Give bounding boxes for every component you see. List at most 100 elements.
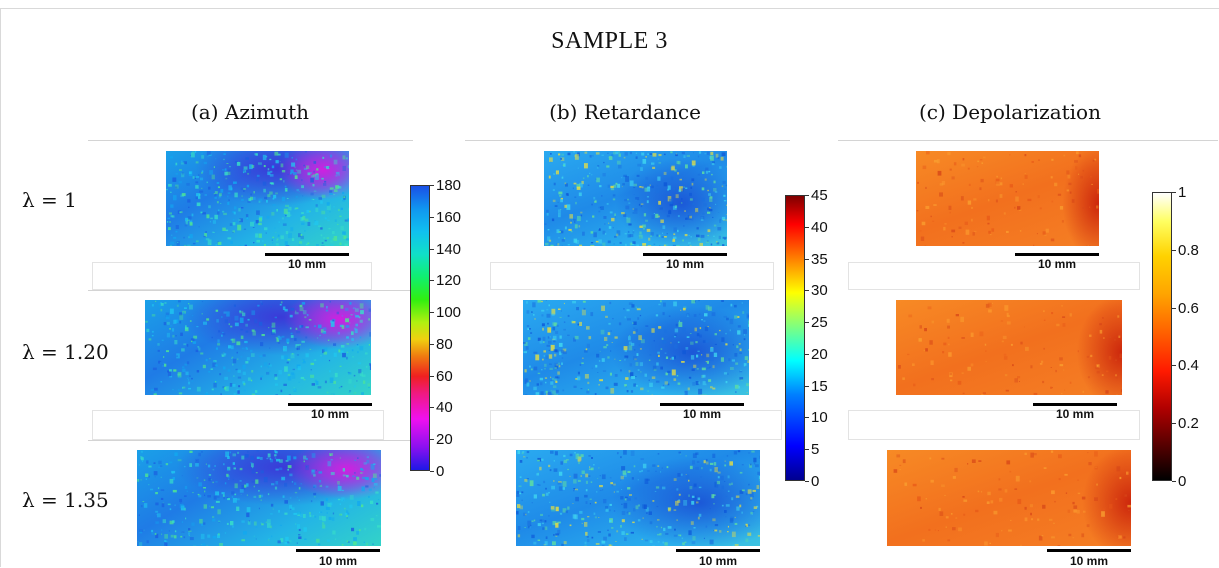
retardance-tick-mark xyxy=(805,481,809,482)
scale-bar xyxy=(1033,403,1117,406)
map-texture xyxy=(523,300,749,395)
depolarization-tick-mark xyxy=(1172,365,1176,366)
azimuth-tick-mark xyxy=(430,185,434,186)
retardance-tick-mark xyxy=(805,195,809,196)
retardance-tick-mark xyxy=(805,290,809,291)
depolarization-map-row1 xyxy=(916,151,1099,246)
figure-title: SAMPLE 3 xyxy=(0,28,1219,55)
depolarization-tick-mark xyxy=(1172,308,1176,309)
retardance-tick-mark xyxy=(805,227,809,228)
scale-bar-label: 10 mm xyxy=(1015,257,1099,271)
depolarization-tick-mark xyxy=(1172,423,1176,424)
scale-bar xyxy=(1047,549,1131,552)
map-texture xyxy=(916,151,1099,246)
depolarization-tick-mark xyxy=(1172,481,1176,482)
azimuth-tick-mark xyxy=(430,280,434,281)
retardance-tick-mark xyxy=(805,449,809,450)
azimuth-map-row1 xyxy=(166,151,349,246)
depolarization-tick-label: 1 xyxy=(1178,185,1186,200)
scale-bar xyxy=(1015,253,1099,256)
retardance-tick-label: 10 xyxy=(811,410,828,425)
azimuth-tick-label: 140 xyxy=(436,242,461,257)
map-texture xyxy=(137,450,381,546)
scale-bar-label: 10 mm xyxy=(1047,554,1131,568)
azimuth-tick-mark xyxy=(430,217,434,218)
azimuth-colorbar xyxy=(410,185,430,471)
retardance-tick-label: 0 xyxy=(811,474,819,489)
retardance-colorbar xyxy=(785,195,805,481)
scale-bar xyxy=(643,253,727,256)
retardance-tick-label: 45 xyxy=(811,188,828,203)
column-title-azimuth: (a) Azimuth xyxy=(120,100,380,124)
depolarization-map-row3 xyxy=(887,450,1131,546)
retardance-map-row3 xyxy=(516,450,760,546)
retardance-map-row1 xyxy=(544,151,727,246)
scale-bar xyxy=(676,549,760,552)
azimuth-map-row2 xyxy=(145,300,371,395)
depolarization-tick-label: 0 xyxy=(1178,474,1186,489)
separator-line xyxy=(88,440,413,441)
azimuth-tick-mark xyxy=(430,344,434,345)
map-texture xyxy=(516,450,760,546)
map-texture xyxy=(145,300,371,395)
azimuth-tick-label: 20 xyxy=(436,432,453,447)
retardance-tick-label: 20 xyxy=(811,347,828,362)
column-title-retardance: (b) Retardance xyxy=(495,100,755,124)
scale-bar-label: 10 mm xyxy=(288,407,372,421)
azimuth-map-row3 xyxy=(137,450,381,546)
retardance-tick-mark xyxy=(805,417,809,418)
scale-bar-label: 10 mm xyxy=(660,407,744,421)
azimuth-tick-mark xyxy=(430,312,434,313)
separator-line xyxy=(838,140,1218,141)
azimuth-tick-label: 160 xyxy=(436,210,461,225)
separator-line xyxy=(88,290,413,291)
azimuth-tick-label: 40 xyxy=(436,400,453,415)
map-texture xyxy=(544,151,727,246)
depolarization-map-row2 xyxy=(896,300,1122,395)
azimuth-tick-label: 60 xyxy=(436,369,453,384)
retardance-tick-mark xyxy=(805,322,809,323)
retardance-tick-label: 15 xyxy=(811,379,828,394)
scale-bar-label: 10 mm xyxy=(296,554,380,568)
retardance-tick-mark xyxy=(805,386,809,387)
map-texture xyxy=(166,151,349,246)
scale-bar xyxy=(265,253,349,256)
scale-box xyxy=(490,262,774,290)
retardance-tick-label: 40 xyxy=(811,220,828,235)
retardance-tick-label: 30 xyxy=(811,283,828,298)
retardance-map-row2 xyxy=(523,300,749,395)
map-texture xyxy=(896,300,1122,395)
azimuth-tick-label: 80 xyxy=(436,337,453,352)
retardance-tick-label: 35 xyxy=(811,252,828,267)
azimuth-tick-mark xyxy=(430,407,434,408)
azimuth-tick-mark xyxy=(430,249,434,250)
depolarization-tick-label: 0.4 xyxy=(1178,358,1199,373)
depolarization-tick-label: 0.6 xyxy=(1178,301,1199,316)
separator-line xyxy=(465,140,790,141)
depolarization-tick-label: 0.8 xyxy=(1178,243,1199,258)
scale-bar-label: 10 mm xyxy=(643,257,727,271)
separator-line xyxy=(88,140,413,141)
row-label-3: λ = 1.35 xyxy=(22,488,109,512)
azimuth-tick-label: 180 xyxy=(436,178,461,193)
scale-bar-label: 10 mm xyxy=(1033,407,1117,421)
retardance-tick-mark xyxy=(805,259,809,260)
depolarization-tick-mark xyxy=(1172,250,1176,251)
retardance-tick-mark xyxy=(805,354,809,355)
azimuth-tick-mark xyxy=(430,439,434,440)
azimuth-tick-label: 0 xyxy=(436,464,444,479)
scale-bar xyxy=(660,403,744,406)
azimuth-tick-mark xyxy=(430,376,434,377)
scale-bar xyxy=(288,403,372,406)
depolarization-tick-label: 0.2 xyxy=(1178,416,1199,431)
depolarization-tick-mark xyxy=(1172,192,1176,193)
scale-bar-label: 10 mm xyxy=(676,554,760,568)
depolarization-colorbar xyxy=(1152,192,1172,481)
scale-bar-label: 10 mm xyxy=(265,257,349,271)
scale-bar xyxy=(296,549,380,552)
column-title-depolarization: (c) Depolarization xyxy=(880,100,1140,124)
retardance-tick-label: 25 xyxy=(811,315,828,330)
azimuth-tick-mark xyxy=(430,471,434,472)
azimuth-tick-label: 100 xyxy=(436,305,461,320)
azimuth-tick-label: 120 xyxy=(436,273,461,288)
